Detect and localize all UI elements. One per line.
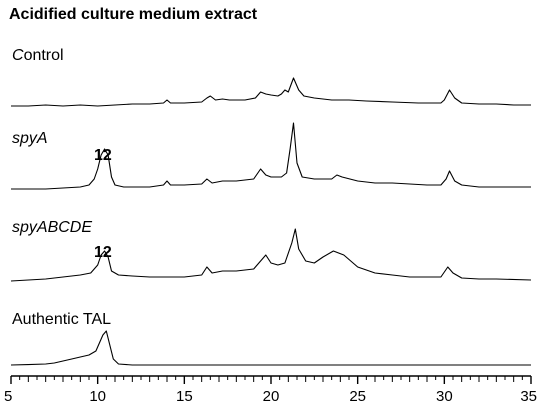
- trace-line-spya: [11, 122, 531, 190]
- x-tick-label: 20: [263, 388, 280, 405]
- x-tick-label: 25: [349, 388, 366, 405]
- trace-label-control-rest: ontrol: [23, 47, 64, 64]
- trace-label-spya: spyA: [12, 130, 48, 147]
- figure-title: Acidified culture medium extract: [9, 6, 258, 23]
- trace-label-authentic-tal: Authentic TAL: [12, 311, 112, 328]
- x-tick-label: 5: [4, 388, 12, 405]
- trace-label-spyabcde: spyABCDE: [12, 219, 93, 236]
- trace-line-control: [11, 77, 531, 107]
- peak-label-spya-12: 12: [94, 147, 112, 164]
- x-tick-label: 15: [176, 388, 193, 405]
- trace-label-control-initial: C: [12, 47, 24, 64]
- x-tick-label: 35: [520, 388, 537, 405]
- trace-label-control: Control: [12, 47, 64, 65]
- trace-line-authentic-tal: [10, 330, 531, 366]
- trace-line-spyabcde: [10, 228, 532, 282]
- x-tick-label: 10: [89, 388, 106, 405]
- x-tick-label: 30: [436, 388, 453, 405]
